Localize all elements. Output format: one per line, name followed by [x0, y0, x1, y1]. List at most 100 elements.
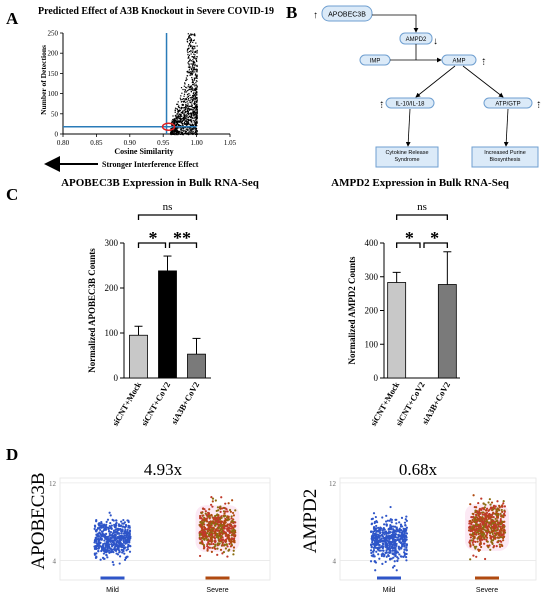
sample-point	[397, 538, 400, 541]
sample-point	[222, 510, 226, 513]
detection-point	[179, 133, 182, 135]
y-tick-label: 200	[365, 306, 379, 316]
detection-point	[183, 113, 185, 116]
sample-point	[223, 539, 226, 542]
detection-point	[188, 109, 191, 111]
detection-point	[196, 49, 198, 52]
sample-point	[102, 552, 106, 555]
sample-point	[121, 525, 124, 528]
sample-point	[208, 526, 212, 529]
sample-point	[396, 556, 399, 559]
sample-point	[219, 510, 222, 513]
detection-point	[179, 107, 181, 109]
sample-point	[210, 513, 213, 517]
sample-point	[208, 531, 211, 535]
sample-point	[228, 508, 232, 512]
sample-point	[376, 529, 380, 532]
detection-point	[180, 118, 182, 120]
sample-point	[226, 535, 229, 538]
sample-point	[107, 528, 110, 531]
sample-point	[403, 552, 406, 555]
detection-point	[173, 118, 175, 120]
detection-point	[185, 79, 187, 82]
detection-point	[182, 98, 184, 100]
sample-point	[108, 511, 111, 514]
sample-point	[381, 516, 384, 519]
detection-point	[177, 119, 179, 122]
sample-point	[369, 560, 373, 563]
detection-point	[178, 105, 180, 107]
detection-point	[172, 129, 174, 131]
chart-ampd2-severity: 4 12 AMPD2 Mild Severe	[300, 477, 537, 594]
detection-point	[195, 76, 197, 78]
detection-point	[186, 90, 188, 92]
detection-point	[184, 123, 186, 125]
detection-point	[188, 123, 190, 125]
sample-point	[201, 514, 204, 517]
significance-bracket	[137, 214, 198, 220]
sample-point	[501, 534, 504, 537]
sample-point	[224, 502, 227, 505]
detection-point	[172, 127, 175, 129]
sample-point	[490, 539, 493, 542]
detection-point	[191, 102, 193, 104]
sample-point	[374, 540, 377, 544]
detection-point	[192, 70, 194, 72]
sample-point	[111, 541, 114, 544]
sample-point	[405, 552, 408, 556]
sample-point	[498, 545, 502, 548]
sample-point	[496, 519, 499, 522]
sample-point	[210, 503, 213, 506]
detection-point	[193, 78, 196, 80]
detection-point	[192, 128, 195, 130]
detection-point	[190, 33, 192, 35]
detection-point	[191, 33, 193, 35]
sample-point	[101, 545, 105, 548]
y-tick-label: 100	[105, 328, 119, 338]
detection-point	[190, 51, 192, 53]
detection-point	[191, 81, 193, 84]
detection-point	[176, 129, 178, 131]
sample-point	[217, 537, 220, 540]
sample-point	[476, 510, 479, 514]
detection-point	[175, 127, 178, 129]
sample-point	[405, 515, 408, 518]
detection-point	[185, 98, 188, 101]
detection-point	[190, 68, 193, 71]
sample-point	[500, 515, 503, 518]
detection-point	[194, 57, 196, 59]
sample-point	[476, 540, 479, 543]
detection-point	[194, 62, 196, 64]
sample-point	[99, 558, 102, 561]
detection-point	[186, 106, 188, 108]
sample-point	[390, 521, 393, 524]
sample-point	[398, 534, 402, 537]
detection-point	[171, 131, 174, 133]
detection-point	[188, 36, 190, 38]
sample-point	[375, 527, 378, 530]
sample-point	[120, 538, 123, 541]
detection-point	[187, 122, 189, 124]
sample-point	[392, 547, 395, 550]
detection-point	[174, 110, 176, 112]
sample-point	[468, 526, 471, 529]
sample-point	[233, 524, 236, 527]
sample-point	[232, 549, 235, 552]
sample-point	[95, 518, 98, 522]
detection-point	[185, 118, 188, 120]
detection-point	[192, 59, 194, 61]
detection-point	[181, 122, 183, 125]
sample-point	[484, 503, 487, 506]
detection-point	[196, 116, 198, 118]
detection-point	[190, 113, 193, 115]
detection-point	[189, 34, 191, 36]
sample-point	[123, 558, 127, 561]
detection-point	[187, 57, 190, 59]
detection-point	[196, 106, 198, 108]
sample-point	[110, 543, 113, 546]
detection-point	[193, 57, 195, 59]
detection-point	[184, 132, 186, 134]
sample-point	[471, 541, 474, 544]
detection-point	[196, 132, 198, 135]
sample-point	[204, 535, 208, 538]
